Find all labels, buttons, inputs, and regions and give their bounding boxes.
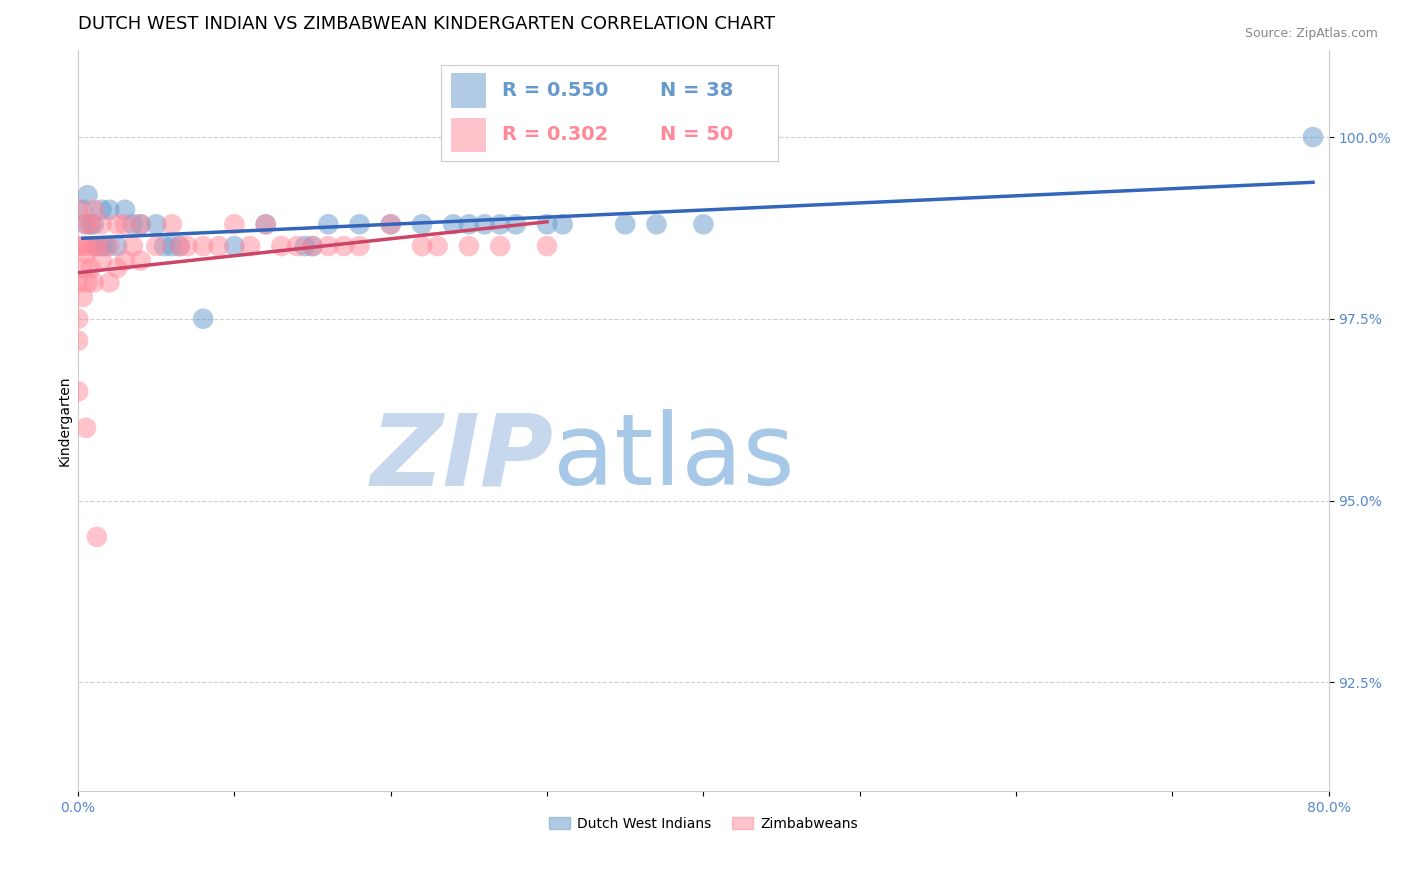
Point (294, 239, 316, 253)
Point (76, 276, 98, 290)
Point (129, 253, 152, 268)
Point (96, 239, 118, 253)
Point (692, 217, 714, 231)
Point (67, 239, 90, 253)
Point (380, 217, 402, 231)
Point (505, 217, 527, 231)
Point (316, 239, 339, 253)
Point (90, 202, 112, 217)
Point (90, 217, 112, 231)
Point (105, 217, 128, 231)
Point (114, 217, 136, 231)
Point (67, 276, 90, 290)
Point (458, 239, 481, 253)
Point (83, 239, 105, 253)
Point (98, 276, 121, 290)
Point (75, 246, 97, 260)
Point (86, 530, 108, 544)
Point (474, 217, 496, 231)
Point (79, 217, 101, 231)
Point (105, 260, 128, 275)
Point (193, 239, 215, 253)
Point (121, 217, 143, 231)
Point (349, 239, 371, 253)
Point (614, 217, 637, 231)
Point (72, 290, 94, 304)
Point (270, 239, 292, 253)
Point (301, 239, 323, 253)
Point (176, 239, 198, 253)
Point (129, 217, 152, 231)
Point (160, 239, 183, 253)
Text: ZIP: ZIP (370, 409, 554, 506)
Point (121, 239, 143, 253)
Point (76, 239, 98, 253)
Point (169, 239, 191, 253)
Point (129, 217, 152, 231)
Point (536, 217, 558, 231)
Point (114, 253, 136, 268)
Point (153, 239, 176, 253)
Point (193, 311, 215, 326)
Point (551, 217, 574, 231)
Legend: Dutch West Indians, Zimbabweans: Dutch West Indians, Zimbabweans (544, 811, 863, 836)
Point (72, 202, 94, 217)
Point (72, 260, 94, 275)
Point (285, 239, 308, 253)
Point (349, 217, 371, 231)
Point (75, 217, 97, 231)
Point (160, 217, 183, 231)
Point (645, 217, 668, 231)
Point (1302, 130, 1324, 145)
Point (105, 239, 128, 253)
Point (316, 217, 339, 231)
Text: Source: ZipAtlas.com: Source: ZipAtlas.com (1244, 27, 1378, 40)
Point (224, 239, 246, 253)
Point (536, 239, 558, 253)
Point (254, 217, 277, 231)
Point (114, 202, 136, 217)
Point (458, 217, 481, 231)
Point (98, 202, 121, 217)
Point (79, 217, 101, 231)
Point (145, 239, 167, 253)
Point (75, 217, 97, 231)
Point (411, 239, 433, 253)
Point (76, 188, 98, 202)
Point (72, 239, 94, 253)
Point (98, 239, 121, 253)
Point (301, 239, 323, 253)
Point (83, 217, 105, 231)
Point (90, 253, 112, 268)
Point (380, 217, 402, 231)
Point (169, 239, 191, 253)
Point (333, 239, 356, 253)
Point (441, 217, 464, 231)
Point (90, 239, 112, 253)
Point (411, 217, 433, 231)
Point (489, 217, 512, 231)
Point (489, 239, 512, 253)
Point (67, 384, 90, 399)
Text: DUTCH WEST INDIAN VS ZIMBABWEAN KINDERGARTEN CORRELATION CHART: DUTCH WEST INDIAN VS ZIMBABWEAN KINDERGA… (79, 15, 775, 33)
Point (224, 217, 246, 231)
Point (208, 239, 231, 253)
Point (426, 239, 449, 253)
Point (254, 217, 277, 231)
Point (67, 334, 90, 348)
Point (239, 239, 262, 253)
Point (67, 202, 90, 217)
Point (145, 217, 167, 231)
Y-axis label: Kindergarten: Kindergarten (58, 376, 72, 466)
Point (79, 260, 101, 275)
Point (86, 239, 108, 253)
Point (67, 311, 90, 326)
Text: atlas: atlas (554, 409, 794, 506)
Point (83, 202, 105, 217)
Point (83, 276, 105, 290)
Point (75, 421, 97, 435)
Point (86, 239, 108, 253)
